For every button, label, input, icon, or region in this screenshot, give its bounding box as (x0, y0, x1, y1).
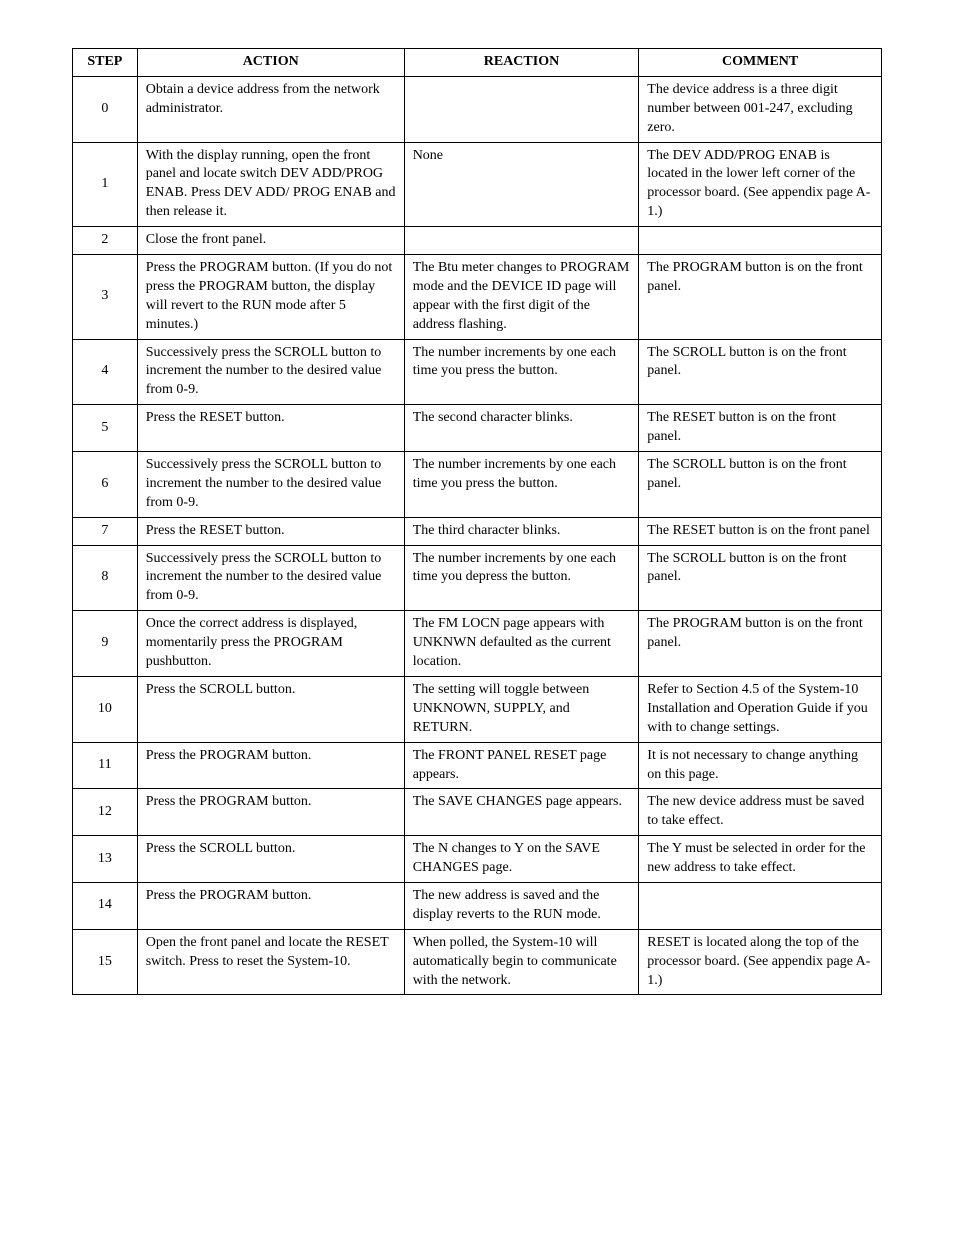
cell-reaction: The number increments by one each time y… (404, 339, 639, 405)
cell-comment (639, 227, 882, 255)
cell-action: Press the RESET button. (137, 405, 404, 452)
cell-reaction (404, 76, 639, 142)
table-row: 10Press the SCROLL button.The setting wi… (73, 676, 882, 742)
header-step: STEP (73, 49, 138, 77)
cell-reaction: The setting will toggle between UNKNOWN,… (404, 676, 639, 742)
cell-comment: The RESET button is on the front panel. (639, 405, 882, 452)
cell-reaction: The third character blinks. (404, 517, 639, 545)
cell-reaction: The number increments by one each time y… (404, 452, 639, 518)
cell-comment: The new device address must be saved to … (639, 789, 882, 836)
cell-action: Obtain a device address from the network… (137, 76, 404, 142)
cell-step: 3 (73, 255, 138, 340)
cell-comment: The SCROLL button is on the front panel. (639, 339, 882, 405)
cell-action: With the display running, open the front… (137, 142, 404, 227)
cell-comment: RESET is located along the top of the pr… (639, 929, 882, 995)
cell-comment: The PROGRAM button is on the front panel… (639, 255, 882, 340)
cell-comment: The PROGRAM button is on the front panel… (639, 611, 882, 677)
cell-step: 14 (73, 882, 138, 929)
cell-action: Successively press the SCROLL button to … (137, 339, 404, 405)
cell-step: 5 (73, 405, 138, 452)
table-row: 12Press the PROGRAM button.The SAVE CHAN… (73, 789, 882, 836)
cell-comment: Refer to Section 4.5 of the System-10 In… (639, 676, 882, 742)
table-row: 15Open the front panel and locate the RE… (73, 929, 882, 995)
cell-action: Press the PROGRAM button. (137, 789, 404, 836)
table-row: 0Obtain a device address from the networ… (73, 76, 882, 142)
cell-action: Press the RESET button. (137, 517, 404, 545)
table-row: 2Close the front panel. (73, 227, 882, 255)
cell-reaction: The Btu meter changes to PROGRAM mode an… (404, 255, 639, 340)
cell-step: 7 (73, 517, 138, 545)
cell-reaction (404, 227, 639, 255)
cell-step: 12 (73, 789, 138, 836)
cell-step: 0 (73, 76, 138, 142)
cell-comment: The SCROLL button is on the front panel. (639, 452, 882, 518)
cell-step: 4 (73, 339, 138, 405)
cell-comment: The DEV ADD/PROG ENAB is located in the … (639, 142, 882, 227)
cell-step: 6 (73, 452, 138, 518)
table-row: 3Press the PROGRAM button. (If you do no… (73, 255, 882, 340)
cell-reaction: The new address is saved and the display… (404, 882, 639, 929)
cell-step: 9 (73, 611, 138, 677)
table-row: 4Successively press the SCROLL button to… (73, 339, 882, 405)
cell-step: 10 (73, 676, 138, 742)
cell-comment: The RESET button is on the front panel (639, 517, 882, 545)
cell-action: Successively press the SCROLL button to … (137, 452, 404, 518)
table-row: 9Once the correct address is displayed, … (73, 611, 882, 677)
procedure-table: STEP ACTION REACTION COMMENT 0Obtain a d… (72, 48, 882, 995)
cell-step: 11 (73, 742, 138, 789)
cell-step: 1 (73, 142, 138, 227)
header-comment: COMMENT (639, 49, 882, 77)
table-row: 6Successively press the SCROLL button to… (73, 452, 882, 518)
cell-action: Press the PROGRAM button. (137, 882, 404, 929)
cell-comment: The Y must be selected in order for the … (639, 836, 882, 883)
cell-action: Press the SCROLL button. (137, 676, 404, 742)
cell-step: 13 (73, 836, 138, 883)
table-row: 1With the display running, open the fron… (73, 142, 882, 227)
cell-action: Open the front panel and locate the RESE… (137, 929, 404, 995)
cell-action: Successively press the SCROLL button to … (137, 545, 404, 611)
cell-action: Once the correct address is displayed, m… (137, 611, 404, 677)
cell-reaction: The second character blinks. (404, 405, 639, 452)
table-body: 0Obtain a device address from the networ… (73, 76, 882, 995)
cell-comment: It is not necessary to change anything o… (639, 742, 882, 789)
cell-action: Press the PROGRAM button. (If you do not… (137, 255, 404, 340)
cell-reaction: The number increments by one each time y… (404, 545, 639, 611)
header-action: ACTION (137, 49, 404, 77)
cell-reaction: The SAVE CHANGES page appears. (404, 789, 639, 836)
cell-action: Press the PROGRAM button. (137, 742, 404, 789)
cell-step: 15 (73, 929, 138, 995)
cell-action: Press the SCROLL button. (137, 836, 404, 883)
cell-reaction: The N changes to Y on the SAVE CHANGES p… (404, 836, 639, 883)
cell-reaction: The FRONT PANEL RESET page appears. (404, 742, 639, 789)
table-row: 11Press the PROGRAM button.The FRONT PAN… (73, 742, 882, 789)
cell-step: 8 (73, 545, 138, 611)
cell-reaction: None (404, 142, 639, 227)
cell-reaction: The FM LOCN page appears with UNKNWN def… (404, 611, 639, 677)
table-row: 5Press the RESET button.The second chara… (73, 405, 882, 452)
header-reaction: REACTION (404, 49, 639, 77)
table-header-row: STEP ACTION REACTION COMMENT (73, 49, 882, 77)
table-row: 14Press the PROGRAM button.The new addre… (73, 882, 882, 929)
table-row: 8Successively press the SCROLL button to… (73, 545, 882, 611)
cell-reaction: When polled, the System-10 will automati… (404, 929, 639, 995)
cell-comment (639, 882, 882, 929)
table-row: 13Press the SCROLL button.The N changes … (73, 836, 882, 883)
cell-comment: The device address is a three digit numb… (639, 76, 882, 142)
cell-step: 2 (73, 227, 138, 255)
cell-action: Close the front panel. (137, 227, 404, 255)
cell-comment: The SCROLL button is on the front panel. (639, 545, 882, 611)
table-row: 7Press the RESET button.The third charac… (73, 517, 882, 545)
